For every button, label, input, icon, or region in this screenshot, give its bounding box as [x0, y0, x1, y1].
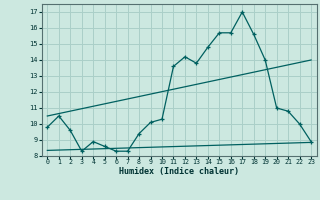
- X-axis label: Humidex (Indice chaleur): Humidex (Indice chaleur): [119, 167, 239, 176]
